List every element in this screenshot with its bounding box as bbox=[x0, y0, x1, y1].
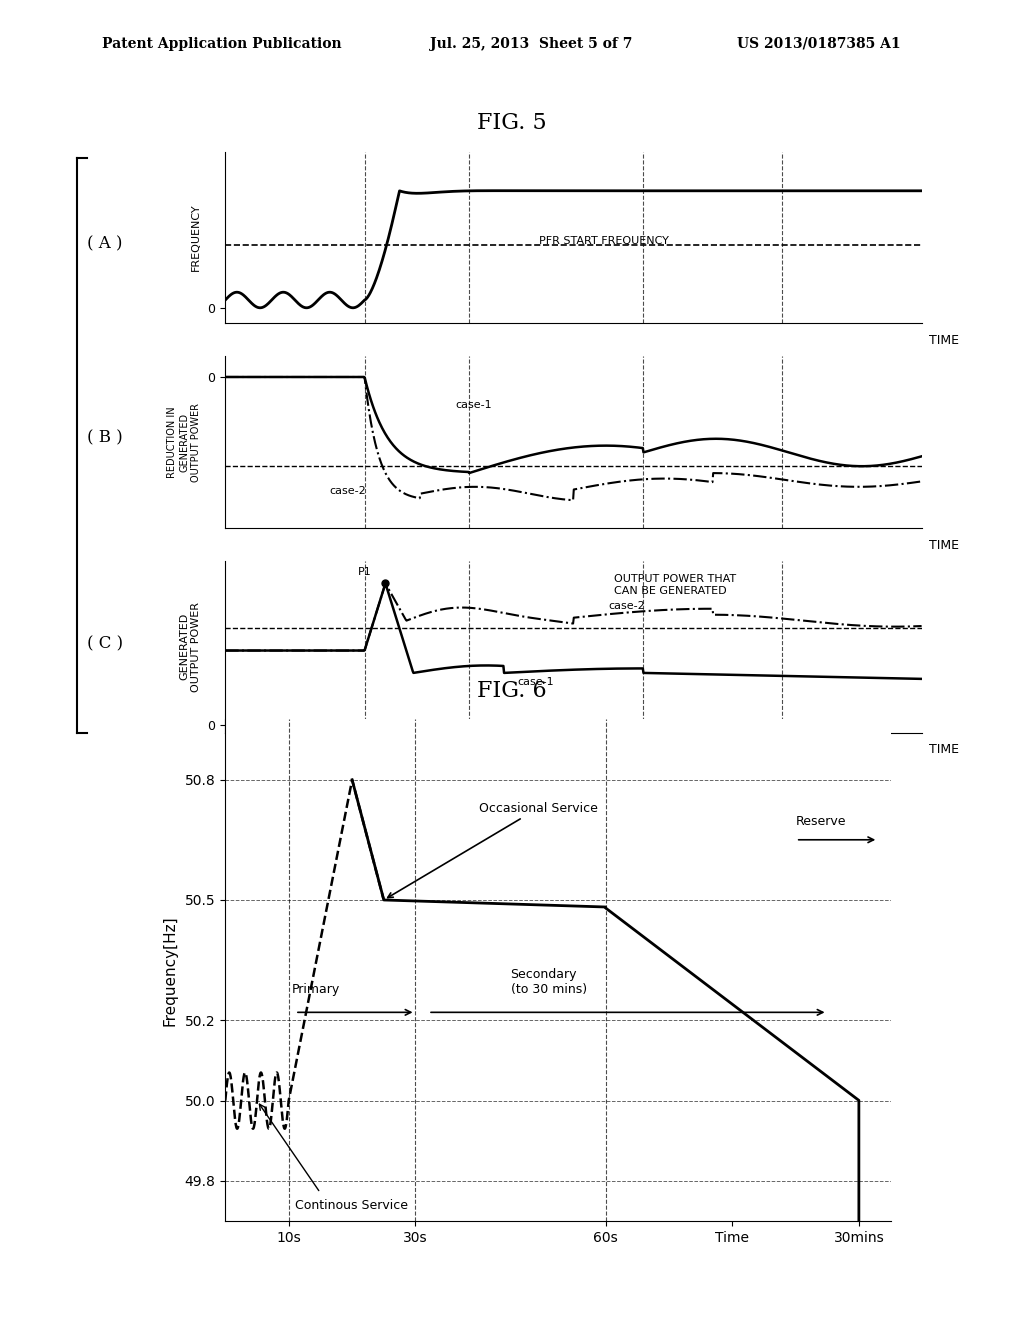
case-2 bbox=[775, 471, 787, 487]
case-2 bbox=[526, 610, 539, 626]
case-1 bbox=[698, 667, 711, 682]
Text: PFR START FREQUENCY: PFR START FREQUENCY bbox=[539, 236, 669, 246]
case-2 bbox=[380, 576, 392, 591]
Line: case-2: case-2 bbox=[225, 583, 922, 651]
case-2 bbox=[219, 643, 231, 659]
case-1 bbox=[915, 449, 928, 465]
case-1 bbox=[775, 442, 787, 458]
case-2 bbox=[915, 474, 928, 490]
Line: case-1: case-1 bbox=[225, 583, 922, 678]
case-2 bbox=[290, 370, 302, 385]
Text: ( C ): ( C ) bbox=[87, 636, 123, 652]
case-1 bbox=[502, 665, 514, 681]
case-1 bbox=[463, 465, 475, 480]
Text: TIME: TIME bbox=[929, 743, 958, 756]
Line: case-2: case-2 bbox=[225, 378, 922, 500]
Text: case-1: case-1 bbox=[455, 400, 492, 411]
case-2 bbox=[501, 482, 513, 498]
Text: case-2: case-2 bbox=[330, 486, 367, 496]
Text: Reserve: Reserve bbox=[796, 814, 846, 828]
case-2 bbox=[567, 492, 580, 508]
Text: FIG. 6: FIG. 6 bbox=[477, 680, 547, 702]
case-2 bbox=[698, 473, 711, 488]
case-2 bbox=[698, 601, 711, 616]
Line: case-1: case-1 bbox=[225, 378, 922, 473]
Text: ( B ): ( B ) bbox=[87, 430, 123, 446]
case-1 bbox=[526, 664, 539, 680]
Text: Secondary
(to 30 mins): Secondary (to 30 mins) bbox=[511, 969, 587, 997]
Text: FIG. 5: FIG. 5 bbox=[477, 112, 547, 135]
Text: case-1: case-1 bbox=[518, 677, 554, 686]
Text: P1: P1 bbox=[357, 568, 372, 577]
Y-axis label: REDUCTION IN
GENERATED
OUTPUT POWER: REDUCTION IN GENERATED OUTPUT POWER bbox=[167, 403, 201, 482]
case-1 bbox=[763, 668, 775, 684]
case-2 bbox=[219, 370, 231, 385]
Text: US 2013/0187385 A1: US 2013/0187385 A1 bbox=[737, 37, 901, 51]
Text: case-2: case-2 bbox=[608, 601, 645, 611]
Y-axis label: GENERATED
OUTPUT POWER: GENERATED OUTPUT POWER bbox=[179, 602, 201, 692]
Text: Occasional Service: Occasional Service bbox=[388, 801, 598, 898]
case-1 bbox=[915, 671, 928, 686]
case-1 bbox=[763, 438, 775, 454]
Y-axis label: FREQUENCY: FREQUENCY bbox=[190, 203, 201, 272]
case-2 bbox=[915, 618, 928, 634]
Text: ( A ): ( A ) bbox=[87, 236, 123, 252]
case-2 bbox=[775, 611, 787, 627]
Text: TIME: TIME bbox=[929, 539, 958, 552]
Text: Continous Service: Continous Service bbox=[295, 1199, 408, 1212]
Text: Primary: Primary bbox=[292, 983, 340, 997]
case-2 bbox=[290, 643, 302, 659]
Text: Patent Application Publication: Patent Application Publication bbox=[102, 37, 342, 51]
case-1 bbox=[502, 453, 514, 469]
case-1 bbox=[775, 668, 787, 684]
case-2 bbox=[525, 486, 538, 502]
case-1 bbox=[219, 370, 231, 385]
case-1 bbox=[526, 447, 539, 463]
case-1 bbox=[290, 643, 302, 659]
case-1 bbox=[698, 432, 711, 447]
Text: Jul. 25, 2013  Sheet 5 of 7: Jul. 25, 2013 Sheet 5 of 7 bbox=[430, 37, 633, 51]
Text: TIME: TIME bbox=[929, 334, 958, 347]
Y-axis label: Frequency[Hz]: Frequency[Hz] bbox=[163, 915, 178, 1026]
case-1 bbox=[380, 576, 392, 591]
Text: OUTPUT POWER THAT
CAN BE GENERATED: OUTPUT POWER THAT CAN BE GENERATED bbox=[614, 574, 736, 595]
case-1 bbox=[219, 643, 231, 659]
case-2 bbox=[763, 610, 775, 626]
case-2 bbox=[502, 606, 514, 622]
case-2 bbox=[763, 470, 775, 486]
case-1 bbox=[290, 370, 302, 385]
